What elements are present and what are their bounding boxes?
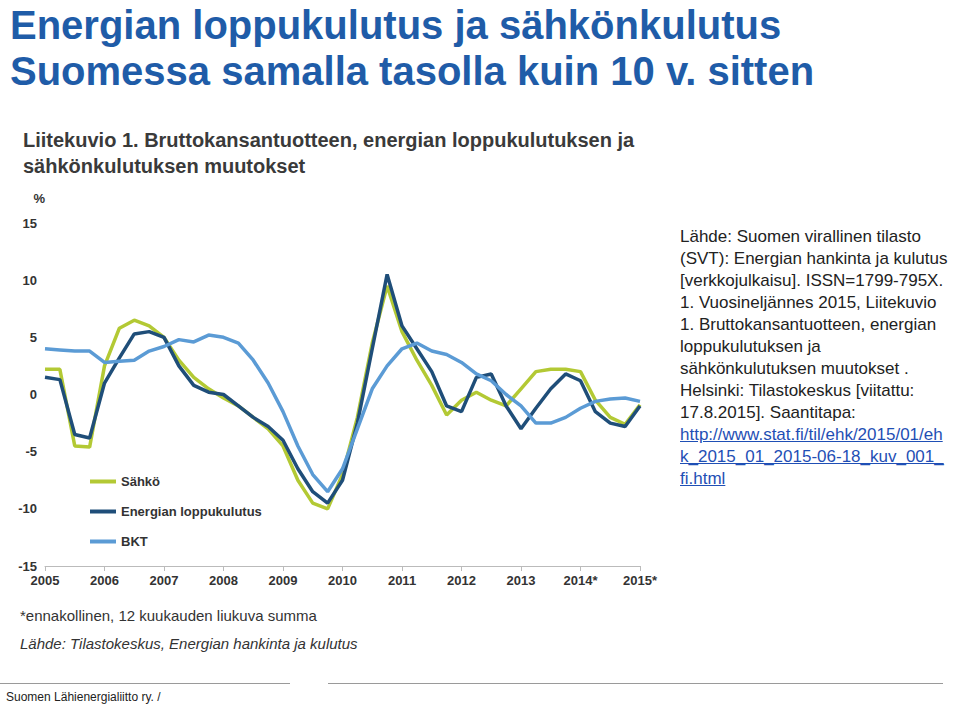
svg-text:-5: -5 [25, 444, 37, 459]
svg-text:2011: 2011 [388, 573, 416, 588]
html-text:http://www.stat.fi/til/ehk/201: http://www.stat.fi/til/ehk/2015/01/ehk_2… [680, 425, 944, 488]
svg-text:2006: 2006 [90, 573, 119, 588]
svg-text:2009: 2009 [269, 573, 298, 588]
svg-text:0: 0 [30, 387, 37, 402]
svg-text:2015*: 2015* [623, 573, 658, 588]
svg-text:15: 15 [23, 216, 37, 231]
svg-text:Energian loppukulutus: Energian loppukulutus [121, 504, 262, 519]
svg-text:2013: 2013 [507, 573, 536, 588]
svg-text:2008: 2008 [209, 573, 238, 588]
svg-text:Liitekuvio 1. Bruttokansantuot: Liitekuvio 1. Bruttokansantuotteen, ener… [23, 129, 640, 151]
html-text:Energian loppukulutus ja sähkö: Energian loppukulutus ja sähkönkulutus [10, 3, 782, 47]
svg-text:2012: 2012 [447, 573, 476, 588]
svg-text:5: 5 [30, 330, 37, 345]
html-text:Lähde: Suomen virallinen tilas: Lähde: Suomen virallinen tilasto (SVT): … [680, 227, 948, 422]
html-text:Suomen Lähienergialiitto ry. /: Suomen Lähienergialiitto ry. / [6, 690, 161, 704]
svg-text:-10: -10 [18, 501, 37, 516]
svg-text:2010: 2010 [328, 573, 357, 588]
svg-text:10: 10 [23, 273, 37, 288]
svg-text:sähkönkulutuksen muutokset: sähkönkulutuksen muutokset [23, 155, 306, 177]
html-text:Suomessa samalla tasolla kuin: Suomessa samalla tasolla kuin 10 v. sitt… [10, 49, 815, 93]
svg-text:%: % [33, 191, 45, 206]
svg-text:2014*: 2014* [564, 573, 599, 588]
svg-text:BKT: BKT [121, 534, 148, 549]
svg-text:Sähkö: Sähkö [121, 474, 160, 489]
svg-text:2005: 2005 [31, 573, 60, 588]
svg-text:2007: 2007 [150, 573, 179, 588]
svg-text:Lähde: Tilastokeskus, Energian: Lähde: Tilastokeskus, Energian hankinta … [20, 635, 358, 652]
svg-text:*ennakollinen, 12 kuukauden li: *ennakollinen, 12 kuukauden liukuva summ… [20, 607, 318, 624]
svg-text:-15: -15 [18, 559, 37, 574]
